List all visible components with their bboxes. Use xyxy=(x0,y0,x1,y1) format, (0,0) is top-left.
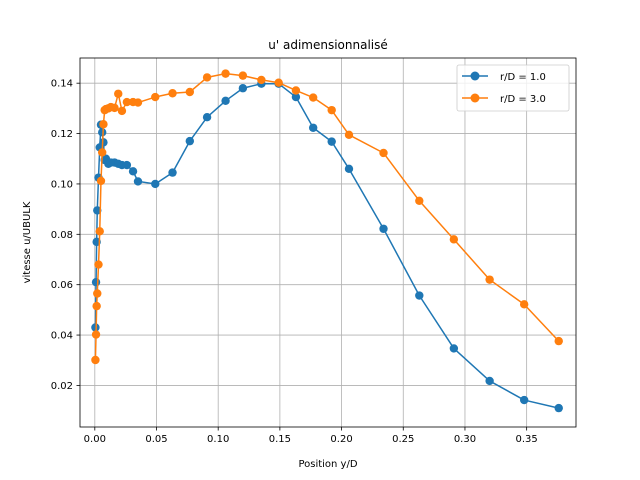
data-point xyxy=(185,87,195,97)
data-point xyxy=(96,176,106,186)
y-tick-label: 0.08 xyxy=(51,230,73,241)
legend: r/D = 1.0 r/D = 3.0 xyxy=(456,64,570,112)
data-point xyxy=(91,323,100,332)
data-point xyxy=(344,164,354,174)
data-point xyxy=(379,148,388,158)
data-point xyxy=(98,148,107,157)
series-2 xyxy=(91,69,563,365)
y-axis-title: vitesse u/UBULK xyxy=(22,201,33,283)
x-tick-label: 0.35 xyxy=(516,434,538,445)
data-point xyxy=(202,73,212,82)
y-tick-label: 0.06 xyxy=(51,280,73,291)
data-point xyxy=(95,227,104,236)
data-point xyxy=(91,330,101,339)
y-tick-label: 0.04 xyxy=(51,331,73,342)
data-point xyxy=(485,275,494,284)
data-point xyxy=(91,355,100,365)
grid-layer xyxy=(80,58,576,427)
x-axis-title: Position y/D xyxy=(298,459,357,470)
data-point xyxy=(99,120,108,129)
data-point xyxy=(93,289,102,298)
data-point xyxy=(344,130,354,140)
series-layer xyxy=(91,69,563,413)
data-point xyxy=(519,395,529,405)
data-point xyxy=(308,93,318,102)
data-point xyxy=(221,69,230,78)
data-point xyxy=(485,376,494,386)
x-tick-label: 0.30 xyxy=(454,434,476,445)
data-point xyxy=(291,86,301,95)
y-tick-label: 0.10 xyxy=(51,179,73,190)
chart-title: u' adimensionnalisé xyxy=(268,38,388,52)
data-point xyxy=(519,300,529,309)
data-point xyxy=(554,403,563,413)
data-point xyxy=(449,344,459,353)
data-point xyxy=(110,103,119,113)
data-point xyxy=(308,123,318,132)
legend-marker-series-1 xyxy=(470,71,480,81)
x-tick-label: 0.25 xyxy=(392,434,414,445)
x-tick-label: 0.05 xyxy=(145,434,167,445)
data-point xyxy=(99,138,108,147)
data-point xyxy=(415,291,424,300)
data-point xyxy=(257,75,266,85)
data-point xyxy=(91,277,101,287)
data-point xyxy=(168,89,177,98)
data-point xyxy=(114,89,123,98)
data-point xyxy=(168,168,177,177)
plot-area xyxy=(80,58,576,427)
x-tick-label: 0.15 xyxy=(269,434,291,445)
data-point xyxy=(185,136,195,146)
data-point xyxy=(449,235,459,244)
legend-label-series-1: r/D = 1.0 xyxy=(500,72,546,83)
data-point xyxy=(327,137,336,146)
x-tick-label: 0.10 xyxy=(207,434,229,445)
data-point xyxy=(327,105,336,115)
x-tick-label: 0.00 xyxy=(84,434,106,445)
data-point xyxy=(415,196,424,206)
data-point xyxy=(151,92,160,102)
data-point xyxy=(151,179,160,189)
data-point xyxy=(291,92,301,102)
data-point xyxy=(133,177,143,186)
legend-label-series-2: r/D = 3.0 xyxy=(500,94,546,105)
data-point xyxy=(117,106,127,116)
data-point xyxy=(379,224,388,233)
data-point xyxy=(122,97,132,107)
plot-frame xyxy=(79,57,577,428)
data-point xyxy=(94,260,103,269)
data-point xyxy=(92,301,101,311)
y-tick-label: 0.02 xyxy=(51,381,73,392)
data-point xyxy=(238,84,248,93)
data-point xyxy=(221,96,230,106)
data-point xyxy=(93,206,102,215)
data-point xyxy=(238,71,248,80)
tick-layer: 0.00 0.05 0.10 0.15 0.20 0.25 0.30 0.35 0.02 0.04… xyxy=(51,79,538,445)
data-point xyxy=(98,128,107,137)
data-point xyxy=(554,336,563,346)
data-point xyxy=(133,98,143,107)
y-tick-label: 0.12 xyxy=(51,129,73,140)
data-point xyxy=(202,112,212,122)
y-tick-label: 0.14 xyxy=(51,79,73,90)
x-tick-label: 0.20 xyxy=(330,434,352,445)
data-point xyxy=(274,78,283,87)
legend-marker-series-2 xyxy=(470,93,480,103)
data-point xyxy=(122,160,132,170)
data-point xyxy=(128,167,138,176)
